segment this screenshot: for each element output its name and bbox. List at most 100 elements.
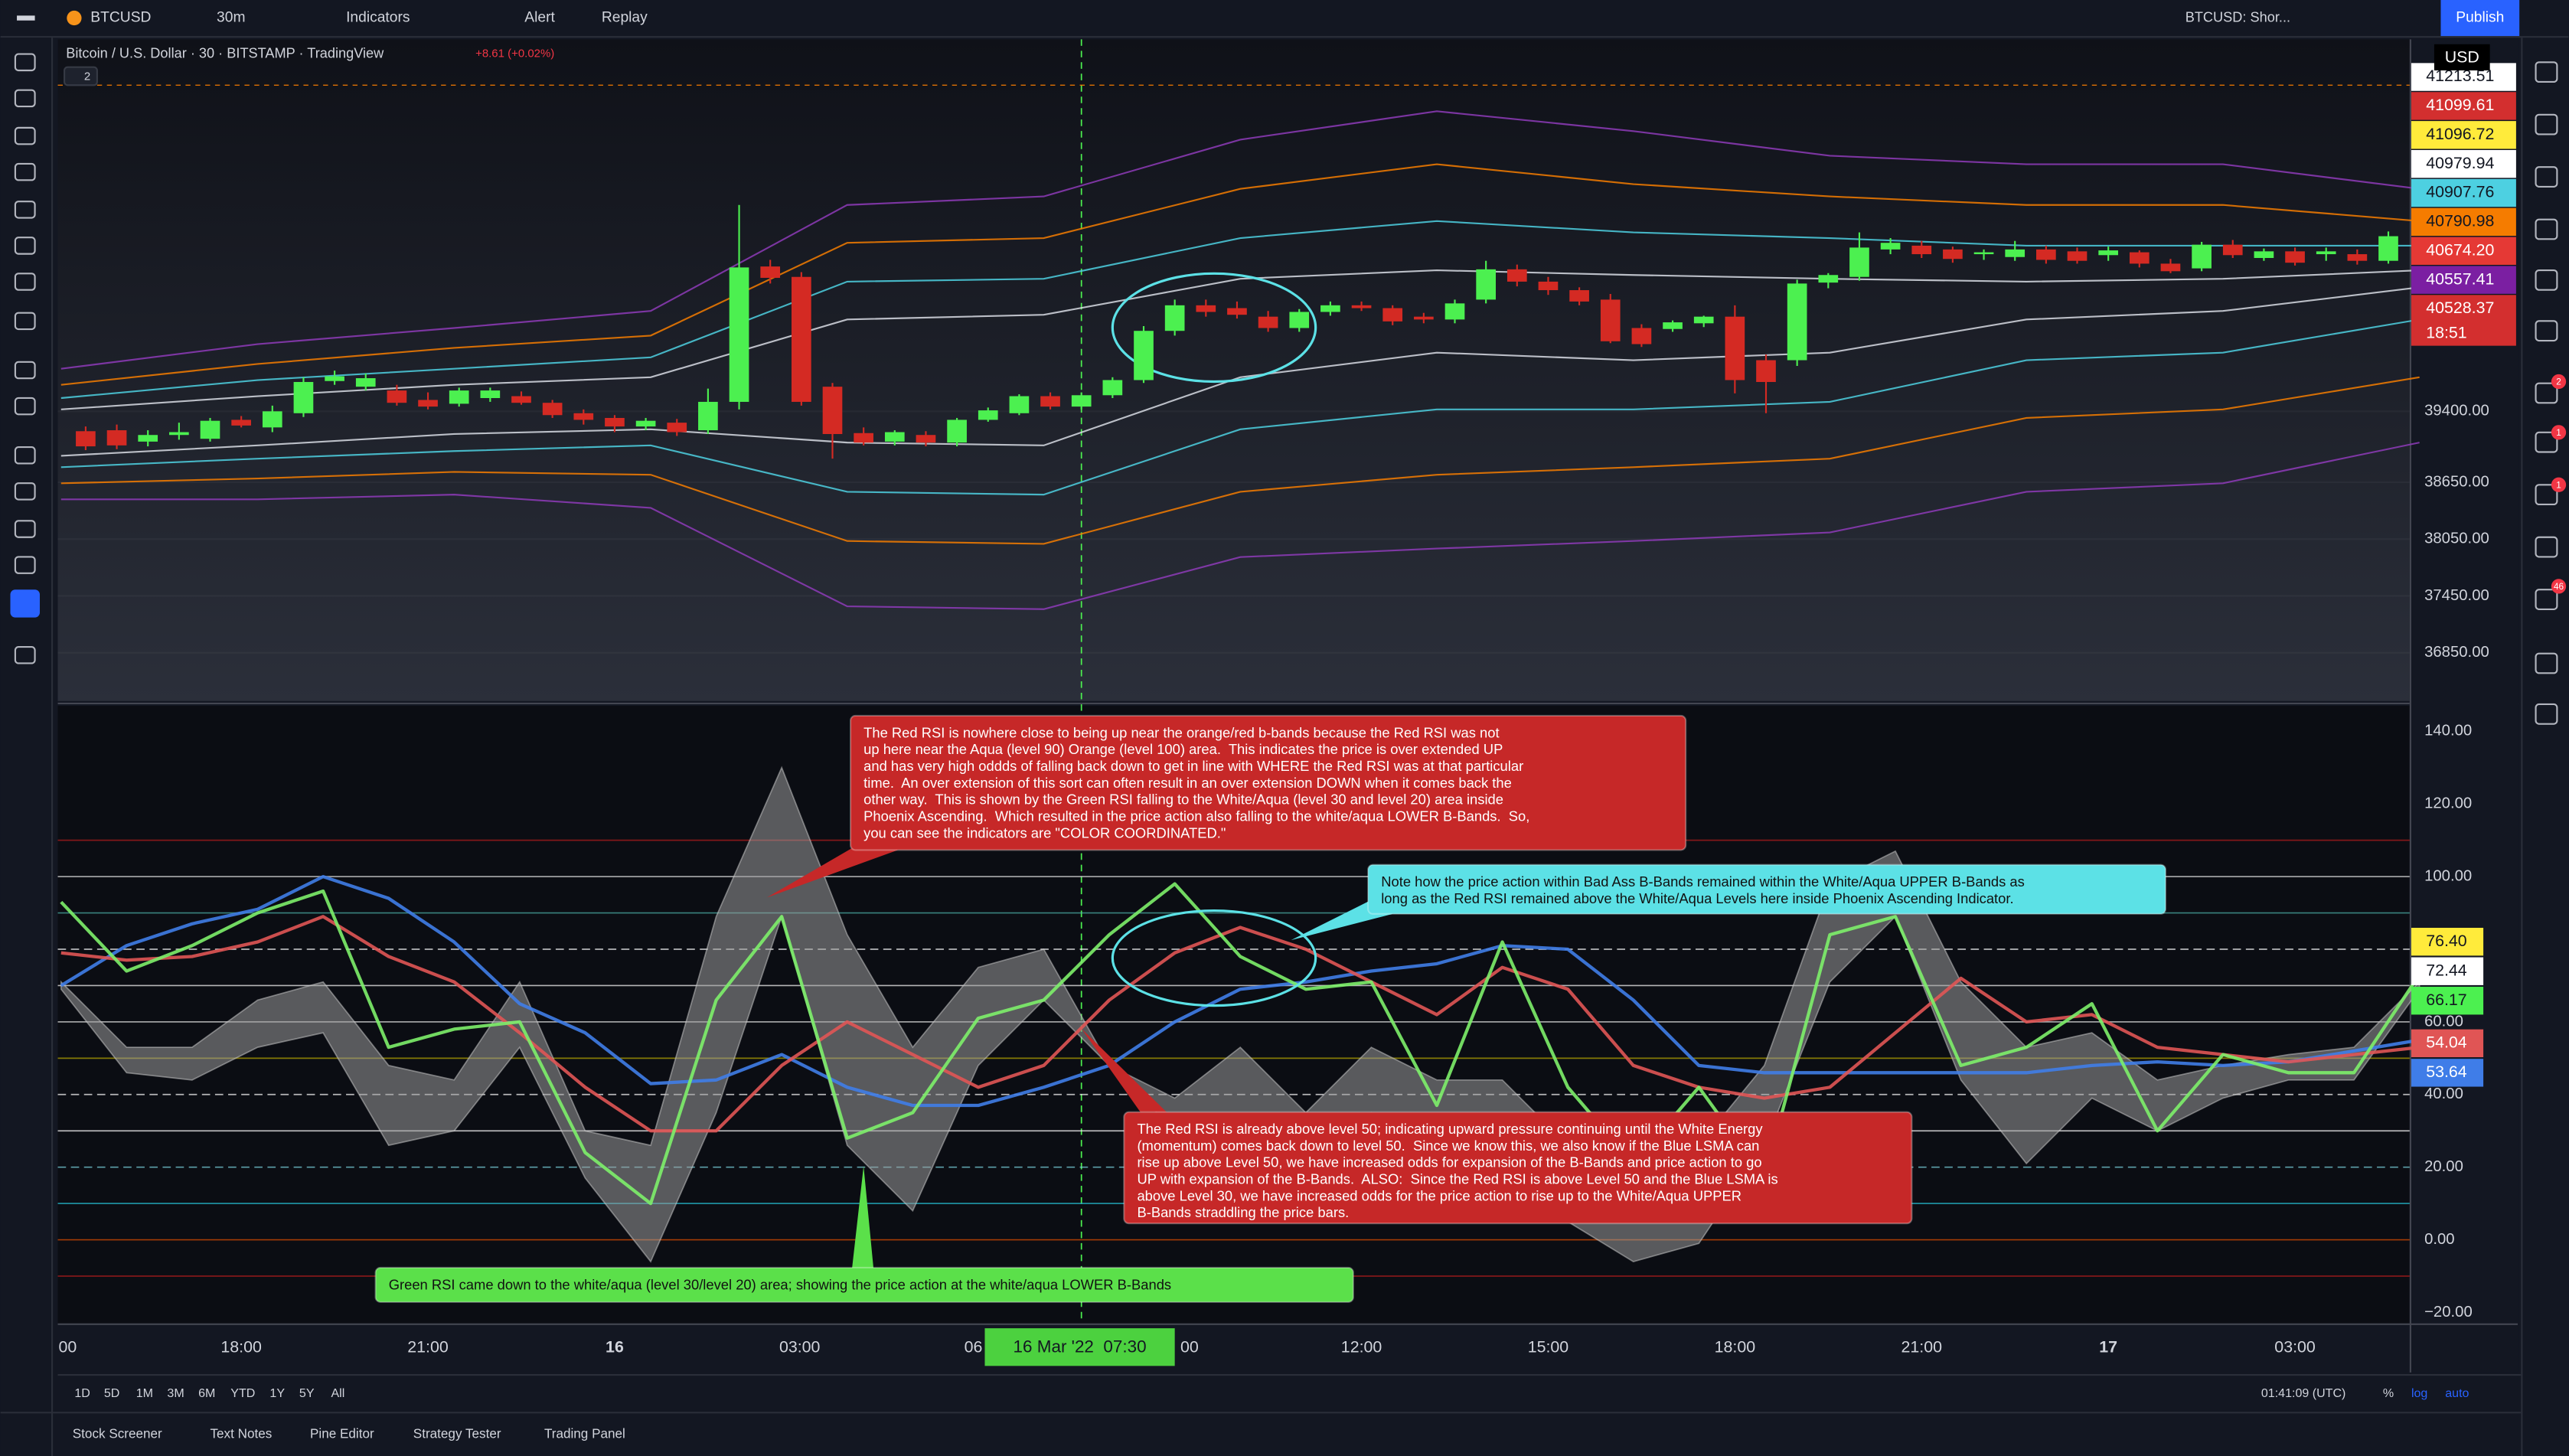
candle-body — [1320, 305, 1340, 312]
side-icon[interactable] — [2535, 382, 2558, 404]
tool-icon[interactable] — [14, 646, 36, 664]
range-button[interactable]: 1D — [74, 1386, 90, 1400]
tool-icon[interactable] — [14, 361, 36, 380]
callout-text: above Level 30, we have increased odds f… — [1137, 1187, 1742, 1203]
side-icon[interactable] — [2535, 536, 2558, 558]
side-icon[interactable] — [2535, 431, 2558, 453]
candle-body — [1040, 396, 1060, 407]
side-icon[interactable] — [2535, 113, 2558, 135]
candle-body — [605, 417, 625, 427]
range-button[interactable]: 1M — [136, 1386, 153, 1400]
b-band — [60, 220, 2420, 400]
range-button[interactable]: YTD — [230, 1386, 255, 1400]
interval[interactable]: 30m — [217, 10, 245, 26]
tool-icon[interactable] — [14, 482, 36, 501]
publish-button[interactable] — [2440, 0, 2520, 37]
tool-icon[interactable] — [14, 273, 36, 291]
tool-active[interactable] — [10, 589, 40, 618]
layout-name[interactable]: BTCUSD: Shor... — [2185, 9, 2290, 24]
tool-icon[interactable] — [14, 126, 36, 145]
candle-body — [2254, 251, 2274, 258]
tool-icon[interactable] — [14, 53, 36, 72]
alert-button[interactable]: Alert — [524, 10, 555, 26]
log-toggle[interactable]: log — [2411, 1386, 2427, 1400]
candle-body — [387, 390, 407, 403]
candle-body — [1849, 247, 1869, 277]
range-button[interactable]: 1Y — [269, 1386, 285, 1400]
side-icon[interactable] — [2535, 61, 2558, 83]
x-tick-label: 21:00 — [1901, 1337, 1943, 1356]
range-button[interactable]: All — [331, 1386, 344, 1400]
side-icon[interactable] — [2535, 166, 2558, 188]
panel-tab[interactable]: Strategy Tester — [413, 1427, 501, 1441]
indicators-button[interactable]: Indicators — [346, 10, 410, 26]
rsi-tag-label: 54.04 — [2426, 1033, 2467, 1052]
y-tick-label: −20.00 — [2424, 1304, 2473, 1321]
candle-body — [1134, 331, 1154, 380]
candle-body — [1943, 249, 1963, 260]
symbol-icon — [67, 10, 82, 26]
price-tag — [2411, 237, 2516, 265]
currency-tag — [2434, 44, 2490, 70]
tool-icon[interactable] — [14, 446, 36, 465]
x-tick-label: 21:00 — [407, 1337, 449, 1356]
candle-body — [1631, 328, 1652, 344]
tool-icon[interactable] — [14, 201, 36, 219]
panel-tab[interactable]: Text Notes — [210, 1427, 272, 1441]
tool-icon[interactable] — [14, 520, 36, 538]
candle-body — [1227, 308, 1247, 315]
panel-tab[interactable]: Pine Editor — [310, 1427, 374, 1441]
top-bar — [0, 0, 2569, 37]
price-tag — [2411, 149, 2516, 178]
panel-tab[interactable]: Trading Panel — [544, 1427, 625, 1441]
tool-icon[interactable] — [14, 237, 36, 255]
panel-tab[interactable]: Stock Screener — [73, 1427, 162, 1441]
side-icon[interactable] — [2535, 589, 2558, 610]
tool-icon[interactable] — [14, 556, 36, 574]
candle-body — [1725, 316, 1745, 380]
candle-body — [698, 401, 718, 431]
tool-icon[interactable] — [14, 162, 36, 181]
price-tag-label: 41099.61 — [2426, 96, 2494, 114]
callout-text: UP with expansion of the B-Bands. ALSO: … — [1137, 1171, 1777, 1187]
side-icon[interactable] — [2535, 218, 2558, 240]
side-icon[interactable] — [2535, 703, 2558, 725]
rsi-tag-label: 72.44 — [2426, 961, 2467, 979]
price-tag — [2411, 121, 2516, 149]
candle-body — [1102, 380, 1123, 396]
badge-count: 1 — [2556, 480, 2561, 490]
side-icon[interactable] — [2535, 484, 2558, 506]
candle-body — [1258, 316, 1278, 328]
tool-icon[interactable] — [14, 89, 36, 108]
price-pane — [57, 39, 2410, 701]
candle-body — [1009, 396, 1030, 413]
callout-text: The Red RSI is nowhere close to being up… — [863, 724, 1499, 740]
x-tick-label: 03:00 — [2274, 1337, 2316, 1356]
candle-body — [822, 387, 843, 434]
replay-button[interactable]: Replay — [602, 10, 648, 26]
callout-box — [1123, 1111, 1913, 1225]
price-tag — [2411, 266, 2516, 294]
range-button[interactable]: 5Y — [299, 1386, 315, 1400]
legend-collapse[interactable] — [64, 66, 98, 87]
side-icon[interactable] — [2535, 652, 2558, 674]
candle-body — [355, 378, 376, 387]
b-band — [60, 286, 2420, 457]
candle-body — [106, 430, 127, 446]
range-button[interactable]: 3M — [167, 1386, 184, 1400]
x-tick-label: 12:00 — [1341, 1337, 1382, 1356]
tool-icon[interactable] — [14, 312, 36, 331]
candle-body — [1444, 303, 1465, 320]
auto-toggle[interactable]: auto — [2445, 1386, 2469, 1400]
price-tag-label: 41096.72 — [2426, 125, 2494, 143]
y-tick-label: 39400.00 — [2424, 403, 2489, 419]
side-icon[interactable] — [2535, 320, 2558, 342]
percent-toggle[interactable]: % — [2383, 1386, 2394, 1400]
range-button[interactable]: 5D — [104, 1386, 120, 1400]
tool-icon[interactable] — [14, 397, 36, 416]
range-button[interactable]: 6M — [198, 1386, 215, 1400]
callout-text: (momentum) comes back down to level 50. … — [1137, 1138, 1759, 1154]
callout-text: rise up above Level 50, we have increase… — [1137, 1154, 1761, 1170]
candle-body — [792, 276, 811, 402]
side-icon[interactable] — [2535, 269, 2558, 291]
